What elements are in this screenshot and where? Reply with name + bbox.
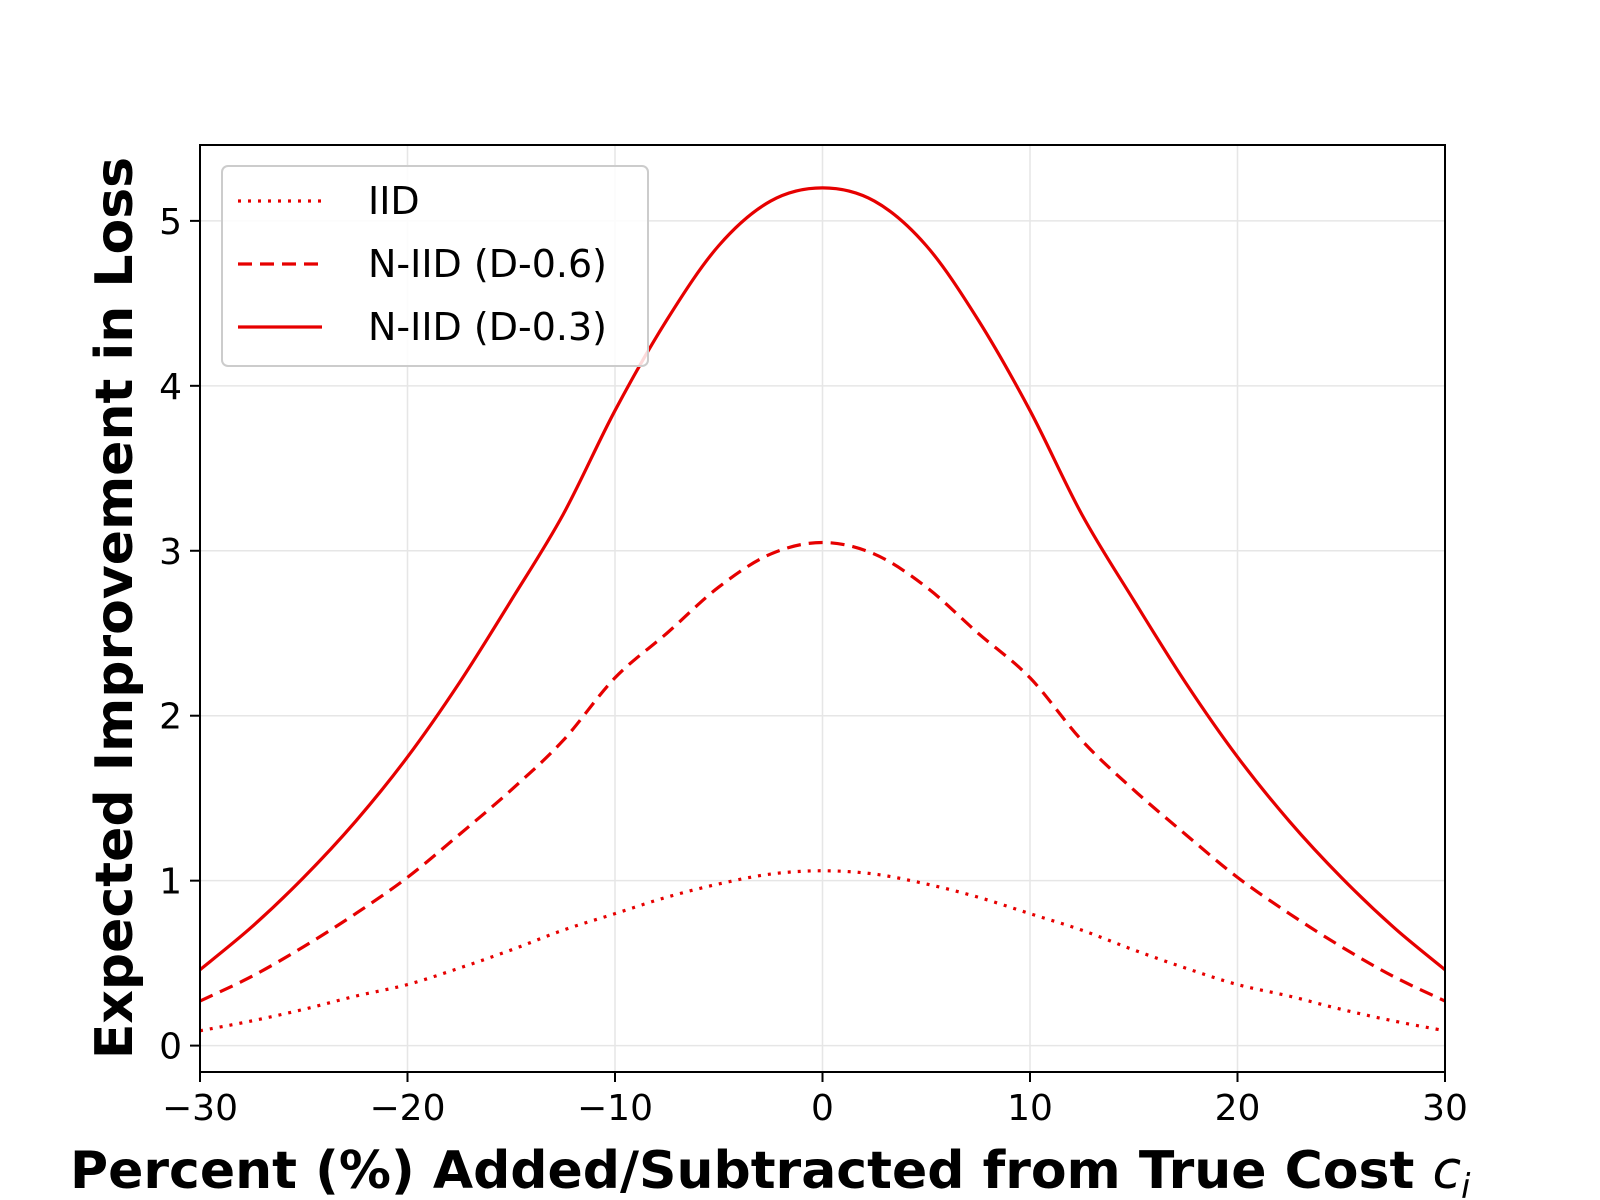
x-axis-subscript: i <box>1461 1167 1471 1200</box>
legend: IID N-IID (D-0.6) N-IID (D-0.3) <box>221 165 649 367</box>
x-tick-label: 20 <box>1215 1088 1261 1129</box>
series-layer <box>198 186 1447 1033</box>
legend-label-niid-d03: N-IID (D-0.3) <box>368 305 607 349</box>
ticks <box>190 219 1446 1082</box>
y-tick-label: 2 <box>159 697 182 738</box>
legend-label-niid-d06: N-IID (D-0.6) <box>368 242 607 286</box>
y-tick-label: 4 <box>159 367 182 408</box>
x-axis-title-text: Percent (%) Added/Subtracted from True C… <box>70 1141 1414 1200</box>
x-tick-label: 0 <box>811 1088 834 1129</box>
tick-labels: −30 −20 −10 0 10 20 30 0 1 2 3 4 5 <box>159 202 1468 1129</box>
series-line-niid-d06 <box>199 540 1446 1003</box>
x-axis-title: Percent (%) Added/Subtracted from True C… <box>70 1141 1471 1200</box>
y-tick-label: 0 <box>159 1027 182 1068</box>
x-tick-label: 10 <box>1007 1088 1053 1129</box>
x-tick-label: −30 <box>162 1088 238 1129</box>
y-axis-title: Expected Improvement in Loss <box>85 157 145 1059</box>
x-tick-label: 30 <box>1422 1088 1468 1129</box>
x-tick-label: −20 <box>370 1088 446 1129</box>
y-tick-label: 5 <box>159 202 182 243</box>
series-line-niid-d03 <box>198 186 1447 971</box>
y-tick-label: 1 <box>159 862 182 903</box>
y-tick-label: 3 <box>159 532 182 573</box>
legend-label-iid: IID <box>368 179 420 223</box>
legend-box <box>221 165 649 367</box>
series-line-iid <box>199 869 1446 1033</box>
x-axis-symbol: c <box>1432 1141 1461 1200</box>
x-tick-label: −10 <box>577 1088 653 1129</box>
